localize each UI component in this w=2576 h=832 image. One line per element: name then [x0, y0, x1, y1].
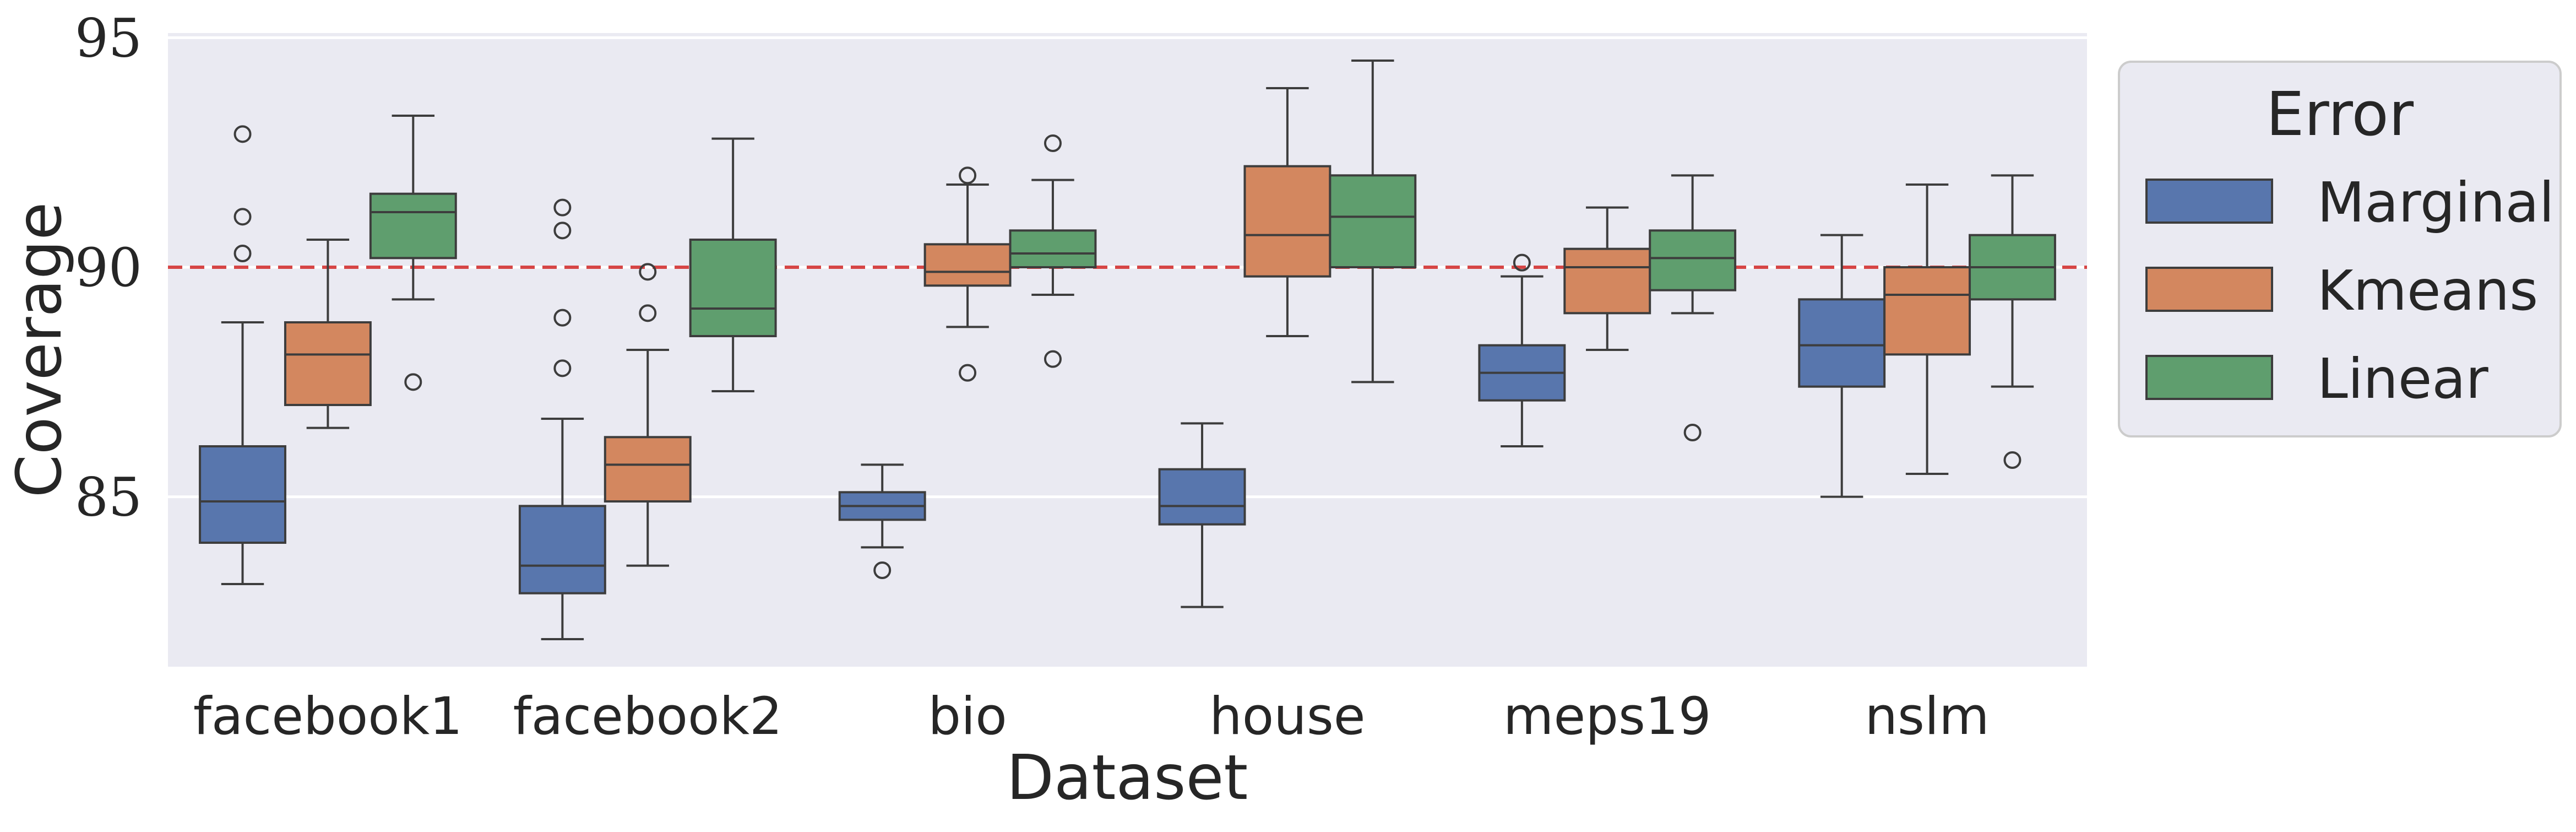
x-tick-label: facebook2 [513, 687, 782, 747]
outlier-point [1683, 424, 1702, 441]
legend: Error Marginal Kmeans Linear [2118, 61, 2562, 437]
outlier-point [639, 304, 657, 322]
x-tick-labels: facebook1 facebook2 bio house meps19 nslm [193, 687, 1990, 747]
x-tick-label: nslm [1865, 687, 1989, 747]
outlier-point [959, 166, 977, 185]
x-tick-label: meps19 [1503, 687, 1711, 747]
box-group-kmeans-meps19 [1563, 206, 1651, 351]
box-group-kmeans-facebook1 [284, 239, 372, 429]
box-group-marginal-bio [838, 463, 926, 579]
box-group-marginal-nslm [1798, 234, 1886, 498]
box-group-kmeans-house [1243, 87, 1332, 337]
box-group-kmeans-nslm [1883, 183, 1971, 475]
legend-label-kmeans: Kmeans [2317, 258, 2538, 323]
box-group-linear-house [1329, 60, 1417, 383]
box-group-linear-facebook2 [689, 137, 777, 392]
y-tick-label: 85 [75, 467, 142, 528]
box [1009, 229, 1097, 269]
box [689, 239, 777, 337]
box [923, 243, 1012, 287]
box-group-kmeans-bio [923, 166, 1012, 382]
outlier-point [873, 561, 892, 579]
outlier-point [553, 359, 572, 377]
legend-items: Marginal Kmeans Linear [2145, 170, 2555, 411]
legend-label-marginal: Marginal [2317, 170, 2555, 235]
outlier-point [233, 125, 252, 143]
legend-frame [2118, 61, 2562, 437]
outlier-point [553, 198, 572, 217]
box [369, 192, 457, 260]
box [1798, 298, 1886, 388]
box-group-marginal-meps19 [1478, 253, 1566, 447]
x-tick-label: house [1209, 687, 1365, 747]
outlier-point [1513, 253, 1531, 272]
box-group-linear-nslm [1969, 174, 2056, 469]
outlier-point [1044, 350, 1062, 368]
box [1329, 174, 1417, 269]
outlier-point [959, 364, 977, 382]
outlier-point [639, 263, 657, 281]
legend-swatch-linear [2145, 355, 2273, 400]
outlier-point [1044, 134, 1062, 152]
y-tick-label: 90 [75, 237, 142, 299]
outlier-point [233, 208, 252, 226]
box-group-marginal-house [1158, 422, 1246, 608]
outlier-point [553, 221, 572, 240]
outlier-point [404, 373, 422, 391]
box [604, 436, 692, 503]
x-tick-label: bio [928, 687, 1007, 747]
legend-swatch-marginal [2145, 179, 2273, 224]
box [284, 321, 372, 406]
x-axis-label: Dataset [1007, 742, 1248, 814]
y-tick-label: 95 [75, 7, 142, 69]
box-group-marginal-facebook1 [199, 125, 286, 585]
outlier-point [2003, 451, 2021, 469]
legend-title: Error [2266, 79, 2414, 149]
plot-area-background [168, 33, 2087, 667]
outlier-point [553, 309, 572, 327]
legend-label-linear: Linear [2317, 347, 2489, 411]
box [1563, 247, 1651, 315]
box [518, 505, 606, 595]
box [199, 445, 286, 544]
box-group-kmeans-facebook2 [604, 263, 692, 567]
y-tick-labels: 85 90 95 [75, 7, 142, 528]
legend-swatch-kmeans [2145, 267, 2273, 312]
box-group-marginal-facebook2 [518, 198, 606, 640]
box [1649, 229, 1737, 291]
boxes-layer [199, 60, 2056, 640]
box [1243, 165, 1332, 278]
box-group-linear-meps19 [1649, 174, 1737, 441]
box [1158, 468, 1246, 526]
outlier-point [233, 245, 252, 262]
box [1883, 266, 1971, 356]
box-group-linear-bio [1009, 134, 1097, 368]
y-axis-label: Coverage [4, 202, 75, 498]
box-group-linear-facebook1 [369, 115, 457, 391]
x-tick-label: facebook1 [193, 687, 463, 747]
